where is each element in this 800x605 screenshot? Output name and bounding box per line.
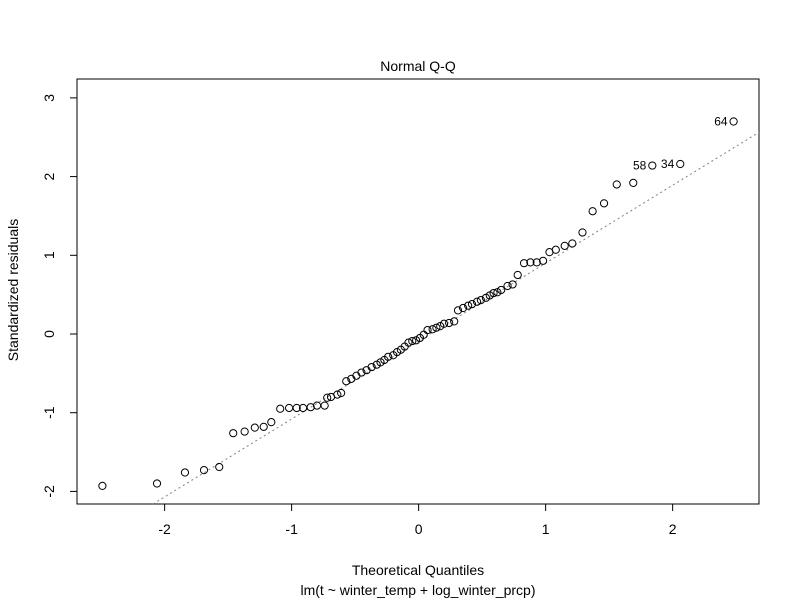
data-point bbox=[408, 336, 417, 346]
data-point bbox=[476, 296, 485, 305]
data-point bbox=[551, 245, 560, 254]
data-point bbox=[267, 418, 276, 427]
data-point bbox=[428, 325, 437, 334]
data-point bbox=[439, 319, 449, 328]
plot-frame bbox=[76, 78, 760, 505]
data-point bbox=[513, 270, 522, 280]
data-point bbox=[458, 303, 468, 313]
data-point bbox=[276, 404, 285, 413]
data-point bbox=[250, 423, 259, 432]
data-point bbox=[423, 325, 432, 335]
data-point bbox=[453, 306, 463, 315]
data-point bbox=[578, 228, 587, 237]
data-point bbox=[538, 256, 548, 265]
data-point bbox=[337, 388, 346, 398]
data-point bbox=[568, 239, 577, 248]
data-point bbox=[292, 403, 301, 413]
data-point bbox=[508, 280, 517, 289]
data-point bbox=[560, 241, 569, 250]
data-point bbox=[445, 318, 454, 328]
x-tick-label: -1 bbox=[285, 521, 298, 537]
data-point bbox=[180, 468, 190, 477]
point-label: 58 bbox=[633, 159, 647, 173]
data-point bbox=[199, 466, 209, 475]
point-label: 34 bbox=[661, 157, 675, 171]
data-point bbox=[450, 317, 459, 326]
y-tick-label: 2 bbox=[41, 172, 57, 180]
data-point bbox=[229, 429, 238, 438]
data-point bbox=[259, 422, 268, 431]
data-point bbox=[357, 368, 366, 377]
y-axis-label: Standardized residuals bbox=[5, 219, 21, 361]
y-tick-label: 3 bbox=[41, 94, 57, 102]
data-point bbox=[342, 377, 351, 386]
data-point bbox=[404, 338, 413, 347]
data-point bbox=[489, 288, 498, 298]
data-point bbox=[588, 207, 597, 216]
data-point bbox=[215, 462, 224, 472]
data-point bbox=[323, 393, 332, 402]
data-point bbox=[240, 427, 249, 436]
data-point bbox=[467, 299, 477, 309]
data-point bbox=[384, 352, 393, 361]
data-point bbox=[367, 362, 376, 372]
chart-title: Normal Q-Q bbox=[380, 58, 456, 74]
data-point bbox=[497, 285, 506, 295]
data-point bbox=[526, 258, 535, 267]
x-axis-label: Theoretical Quantiles bbox=[352, 562, 484, 578]
x-tick-label: 1 bbox=[542, 521, 550, 537]
data-point bbox=[629, 178, 638, 187]
data-point bbox=[320, 401, 329, 410]
x-tick-label: 2 bbox=[669, 521, 677, 537]
data-point bbox=[532, 258, 541, 267]
x-tick-label: -2 bbox=[158, 521, 171, 537]
data-point bbox=[729, 117, 738, 126]
data-point bbox=[333, 390, 342, 399]
point-label: 64 bbox=[714, 115, 728, 129]
data-point bbox=[312, 401, 322, 410]
y-tick-label: -2 bbox=[41, 485, 57, 498]
data-point bbox=[612, 180, 621, 189]
data-point bbox=[284, 403, 294, 413]
y-tick-label: 1 bbox=[41, 251, 57, 259]
data-point bbox=[464, 301, 473, 310]
chart-subtitle: lm(t ~ winter_temp + log_winter_prcp) bbox=[301, 582, 536, 598]
y-tick-label: -1 bbox=[41, 406, 57, 419]
data-point bbox=[472, 297, 482, 306]
data-point bbox=[648, 161, 657, 170]
data-point bbox=[306, 403, 315, 412]
data-point bbox=[152, 479, 162, 488]
x-tick-label: 0 bbox=[415, 521, 423, 537]
data-point bbox=[599, 199, 609, 208]
data-point bbox=[676, 159, 685, 169]
data-point bbox=[519, 259, 529, 268]
y-tick-label: 0 bbox=[41, 330, 57, 338]
data-point bbox=[98, 481, 107, 490]
data-point bbox=[432, 323, 441, 332]
data-point bbox=[503, 281, 512, 291]
